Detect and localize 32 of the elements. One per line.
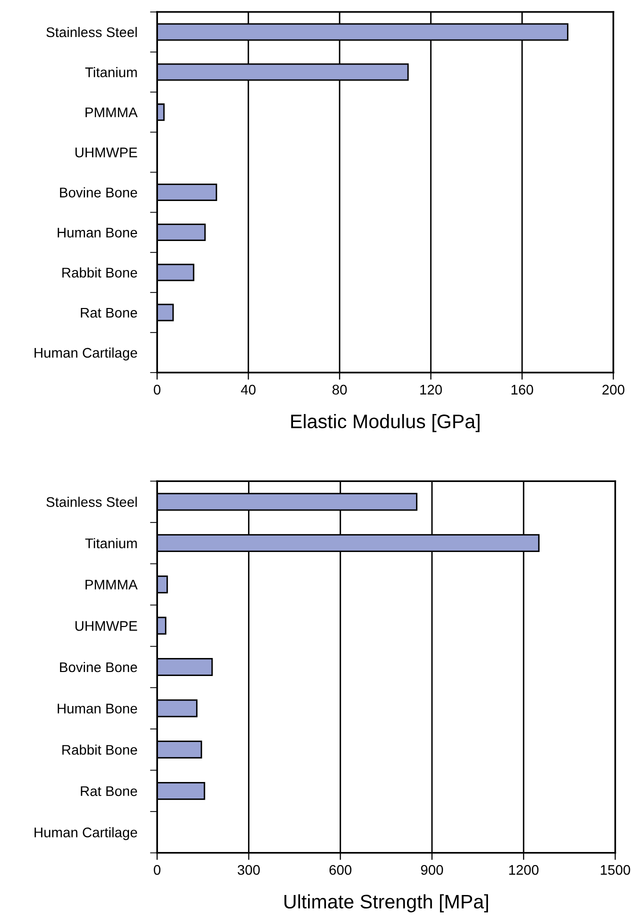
y-tick-label: Human Cartilage xyxy=(34,348,138,360)
x-tick-label: 300 xyxy=(238,865,260,875)
x-tick-label: 600 xyxy=(329,865,352,875)
y-tick-label: Stainless Steel xyxy=(46,496,137,507)
y-tick-label: Bovine Bone xyxy=(60,662,138,672)
x-axis-title: Elastic Modulus [GPa] xyxy=(291,414,480,432)
y-tick-label: Titanium xyxy=(85,538,137,548)
y-tick-label: Rabbit Bone xyxy=(62,267,138,278)
x-tick-label: 1200 xyxy=(509,865,539,875)
y-tick-label: Human Bone xyxy=(58,228,138,238)
y-tick-label: Rat Bone xyxy=(80,308,138,318)
x-tick-label: 80 xyxy=(332,384,347,395)
y-tick-label: Rabbit Bone xyxy=(62,744,138,755)
x-tick-label: 160 xyxy=(512,384,534,395)
y-tick-label: PMMMA xyxy=(86,108,138,118)
y-tick-label: Human Bone xyxy=(58,704,138,714)
y-tick-label: Rat Bone xyxy=(80,786,138,796)
y-tick-label: Bovine Bone xyxy=(60,187,138,198)
y-tick-label: UHMWPE xyxy=(75,621,138,631)
y-tick-label: Titanium xyxy=(85,67,137,78)
x-tick-label: 0 xyxy=(154,384,160,395)
y-tick-label: Human Cartilage xyxy=(34,827,138,840)
x-tick-label: 1500 xyxy=(600,865,630,875)
y-tick-label: UHMWPE xyxy=(75,148,138,158)
x-tick-label: 900 xyxy=(421,865,444,875)
x-tick-label: 40 xyxy=(240,384,256,395)
y-tick-label: PMMMA xyxy=(86,580,138,590)
x-axis-title: Ultimate Strength [MPa] xyxy=(284,894,488,912)
y-tick-label: Stainless Steel xyxy=(46,26,137,38)
x-tick-label: 120 xyxy=(420,384,442,395)
x-tick-label: 0 xyxy=(154,865,160,875)
x-tick-label: 200 xyxy=(602,384,624,395)
